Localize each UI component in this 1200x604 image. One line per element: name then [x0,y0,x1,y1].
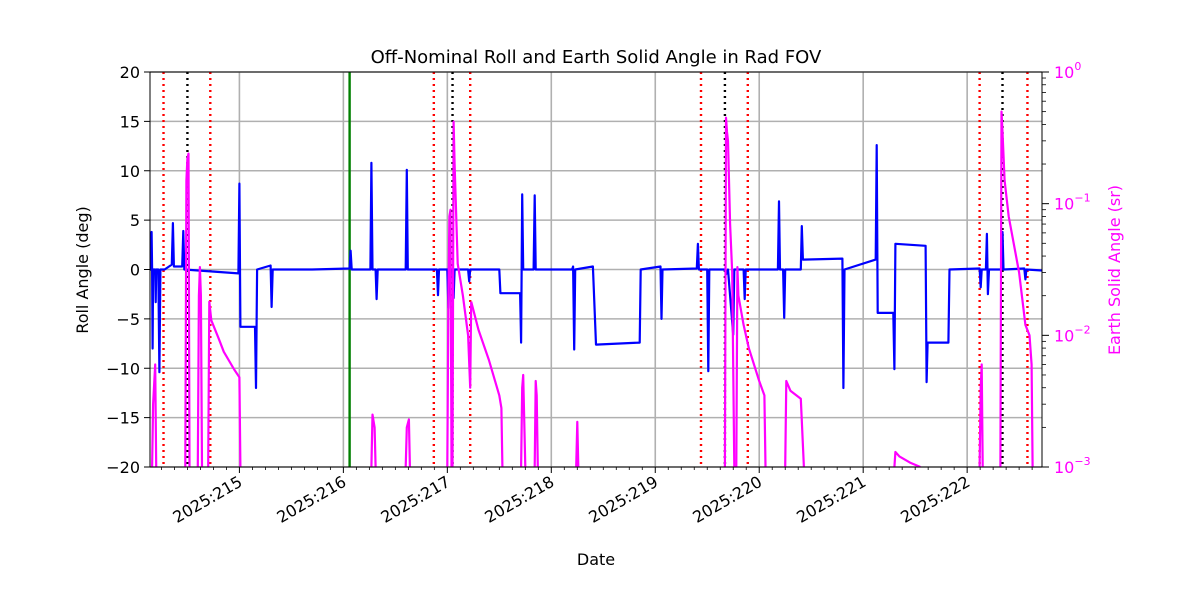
earth-solid-angle-series-line [370,413,377,467]
y2-tick-exponent: −1 [1074,192,1090,205]
y2-tick-exponent: −2 [1074,323,1090,336]
earth-solid-angle-series-line [575,420,580,467]
earth-solid-angle-series-line [404,418,411,467]
plot-area [150,110,1042,467]
y2-tick-label: 10−1 [1054,192,1091,214]
earth-solid-angle-series-line [533,379,539,467]
roll-angle-series-line [150,144,1042,390]
y2-tick-base: 10 [1054,458,1074,477]
earth-solid-angle-series-line [784,379,805,467]
y2-tick-base: 10 [1054,63,1074,82]
earth-solid-angle-series-line [893,450,921,467]
x-tick-label: 2025:218 [481,472,557,527]
y2-tick-label: 10−2 [1054,323,1091,345]
y-tick-label: −10 [106,359,140,378]
earth-solid-angle-series-line [196,266,204,467]
y2-tick-label: 100 [1054,60,1081,82]
x-tick-label: 2025:220 [689,472,765,527]
y-tick-label: 20 [120,63,140,82]
earth-solid-angle-series-line [184,152,191,467]
x-tick-label: 2025:217 [377,472,453,527]
y-tick-label: −20 [106,458,140,477]
earth-solid-angle-series-line [978,363,984,467]
x-tick-label: 2025:219 [585,472,661,527]
earth-solid-angle-series-line [735,266,767,467]
y-tick-label: 0 [130,261,140,280]
y-tick-label: −5 [116,310,140,329]
y-axis-label: Roll Angle (deg) [73,206,92,333]
y-tick-label: −15 [106,409,140,428]
x-tick-label: 2025:222 [897,472,973,527]
earth-solid-angle-series-line [151,363,158,467]
x-tick-label: 2025:216 [273,472,349,527]
y2-tick-exponent: 0 [1074,60,1081,73]
earth-solid-angle-series-line [999,110,1034,467]
earth-solid-angle-series-line [451,120,473,467]
axis-layer: 2025:215 2025:216 2025:217 2025:218 2025:219… [106,60,1090,527]
y2-tick-base: 10 [1054,195,1074,214]
y2-tick-label: 10−3 [1054,455,1091,477]
y-tick-label: 5 [130,211,140,230]
y-tick-label: 15 [120,112,140,131]
x-axis-label: Date [577,550,615,569]
chart-title: Off-Nominal Roll and Earth Solid Angle i… [371,47,822,68]
y2-axis-label: Earth Solid Angle (sr) [1105,185,1124,355]
earth-solid-angle-series-line [723,116,736,467]
y-tick-label: 10 [120,162,140,181]
y2-tick-exponent: −3 [1074,455,1090,468]
earth-solid-angle-series-line [470,301,504,467]
earth-solid-angle-series-line [207,300,242,467]
y2-tick-base: 10 [1054,326,1074,345]
x-tick-label: 2025:221 [793,472,869,527]
x-tick-label: 2025:215 [170,472,246,527]
earth-solid-angle-series-line [446,208,453,467]
earth-solid-angle-series-line [520,373,527,467]
